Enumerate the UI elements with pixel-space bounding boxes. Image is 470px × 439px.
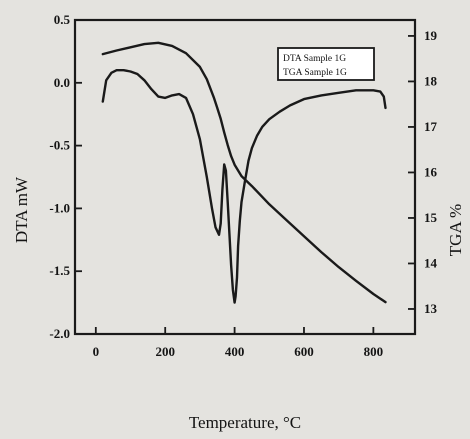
left-tick-label: -1.0 [49, 200, 70, 215]
legend-entry-dta: DTA Sample 1G [283, 54, 346, 64]
x-tick-label: 400 [225, 344, 245, 359]
right-tick-label: 16 [424, 164, 438, 179]
tga-series-line [101, 41, 387, 304]
x-tick-label: 800 [364, 344, 384, 359]
right-tick-label: 15 [424, 210, 438, 225]
left-tick-label: -1.5 [49, 263, 70, 278]
right-tick-label: 18 [424, 73, 438, 88]
plot-frame [73, 18, 417, 336]
right-tick-label: 14 [424, 255, 438, 270]
left-axis-ticks: 0.5 0.0 -0.5 -1.0 -1.5 -2.0 [49, 12, 82, 341]
y-axis-label-right: TGA % [446, 204, 465, 256]
dta-series-line [101, 68, 387, 304]
left-tick-label: 0.0 [54, 75, 70, 90]
right-tick-label: 17 [424, 119, 438, 134]
left-tick-label: -0.5 [49, 138, 70, 153]
right-axis-ticks: 19 18 17 16 15 14 13 [408, 28, 438, 316]
left-tick-label: -2.0 [49, 326, 70, 341]
y-axis-label-left: DTA mW [12, 176, 31, 243]
x-tick-label: 200 [155, 344, 175, 359]
x-axis-ticks: 0 200 400 600 800 [93, 327, 384, 359]
right-tick-label: 19 [424, 28, 438, 43]
x-tick-label: 0 [93, 344, 100, 359]
left-tick-label: 0.5 [54, 12, 71, 27]
x-tick-label: 600 [294, 344, 314, 359]
legend-box [277, 47, 375, 81]
x-axis-label: Temperature, °C [189, 413, 301, 432]
series-layer [101, 41, 387, 304]
legend-entry-tga: TGA Sample 1G [283, 68, 347, 78]
right-tick-label: 13 [424, 301, 438, 316]
legend: DTA Sample 1G TGA Sample 1G [277, 47, 375, 81]
